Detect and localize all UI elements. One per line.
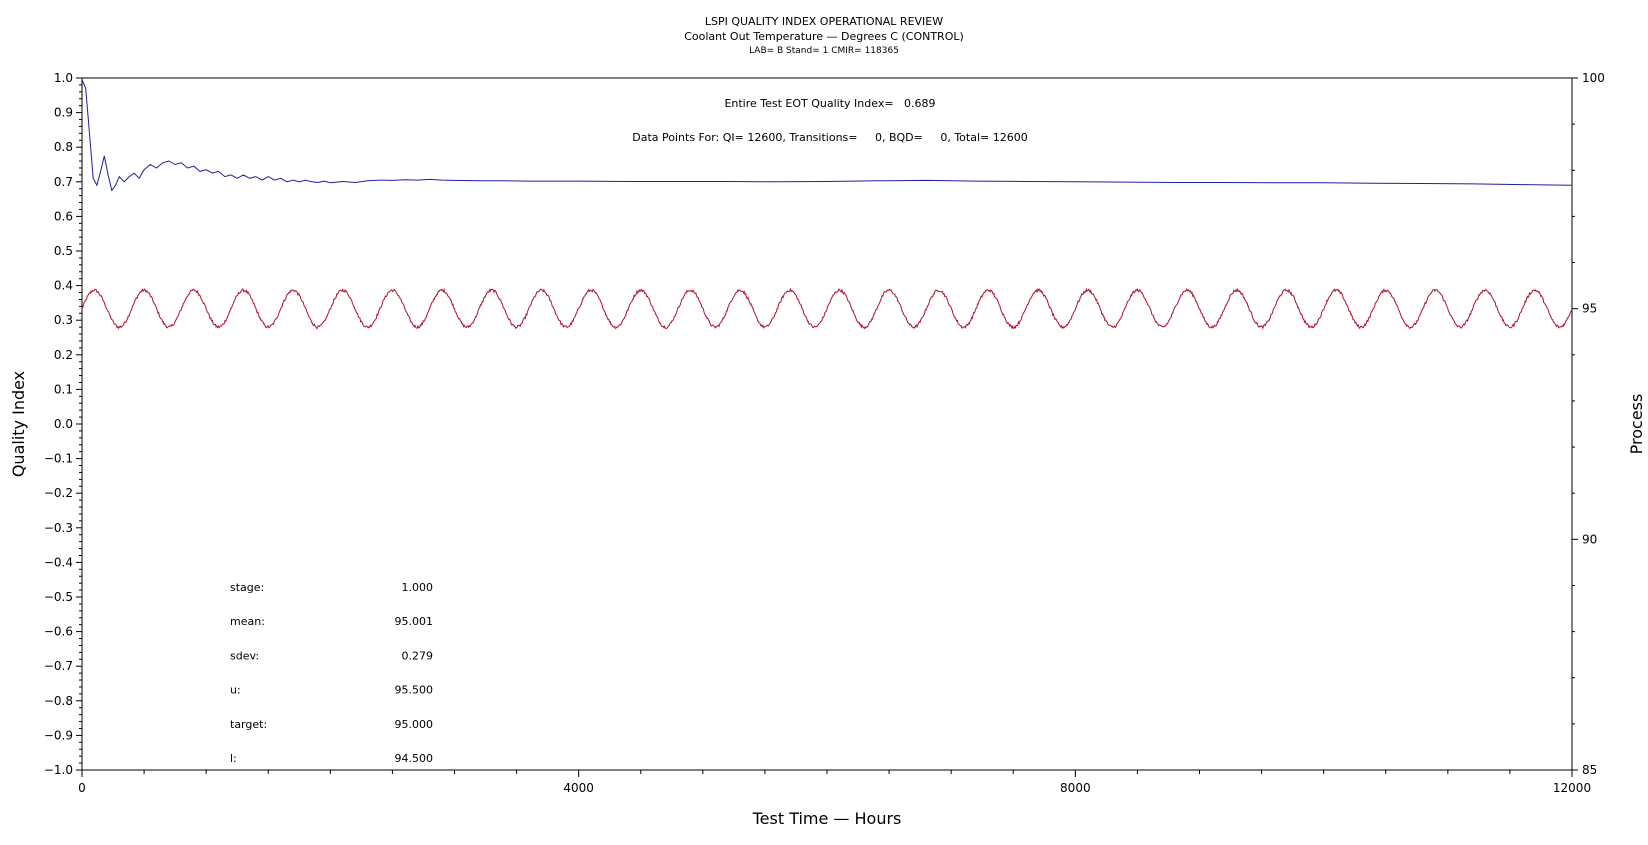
right-axis: 100 95 90 85 <box>1572 71 1605 777</box>
series-layer <box>81 79 1573 330</box>
left-tick-label: 0.5 <box>54 244 73 258</box>
x-tick-label: 12000 <box>1553 781 1591 795</box>
chart-subsubtitle: LAB= B Stand= 1 CMIR= 118365 <box>749 46 899 56</box>
x-tick-label: 4000 <box>563 781 594 795</box>
y-axis-label-right: Process <box>1627 394 1646 455</box>
chart-title: LSPI QUALITY INDEX OPERATIONAL REVIEW <box>705 15 943 28</box>
right-tick-label: 95 <box>1582 302 1597 316</box>
stats-block: stage: 1.000 mean: 95.001 sdev: 0.279 u: 95.500… <box>230 581 433 765</box>
left-tick-label: 0.6 <box>54 209 73 223</box>
left-tick-label: −0.5 <box>44 590 73 604</box>
stat-value: 0.279 <box>402 649 434 662</box>
left-tick-label: 0.4 <box>54 279 73 293</box>
bottom-axis: 0 4000 8000 12000 <box>78 770 1591 795</box>
stat-value: 1.000 <box>402 581 434 594</box>
left-tick-label: 0.7 <box>54 175 73 189</box>
left-tick-label: −0.9 <box>44 728 73 742</box>
stat-label: target: <box>230 718 267 731</box>
left-tick-label: −0.4 <box>44 555 73 569</box>
stat-label: stage: <box>230 581 264 594</box>
eot-quality-index-annotation: Entire Test EOT Quality Index= 0.689 <box>724 97 935 110</box>
left-tick-label: 0.1 <box>54 382 73 396</box>
left-tick-label: −0.7 <box>44 659 73 673</box>
left-tick-label: −0.2 <box>44 486 73 500</box>
left-tick-label: 0.3 <box>54 313 73 327</box>
stat-value: 95.000 <box>395 718 434 731</box>
stat-label: mean: <box>230 615 265 628</box>
data-points-annotation: Data Points For: QI= 12600, Transitions=… <box>632 131 1027 144</box>
left-tick-label: 0.9 <box>54 106 73 120</box>
y-axis-label-left: Quality Index <box>9 371 28 477</box>
left-tick-label: −1.0 <box>44 763 73 777</box>
process-series-line <box>81 287 1573 330</box>
left-tick-label: −0.6 <box>44 625 73 639</box>
stat-value: 95.500 <box>395 684 434 697</box>
left-tick-label: 0.0 <box>54 417 73 431</box>
left-tick-label: −0.1 <box>44 452 73 466</box>
stat-label: u: <box>230 684 241 697</box>
left-tick-label: −0.8 <box>44 694 73 708</box>
left-axis: 1.0 0.9 0.8 0.7 0.6 0.5 0.4 0.3 0.2 0.1 0.0 −0.1 −0.… <box>44 71 82 777</box>
left-tick-label: 0.2 <box>54 348 73 362</box>
chart-subtitle: Coolant Out Temperature — Degrees C (CON… <box>684 30 964 43</box>
x-tick-label: 0 <box>78 781 86 795</box>
x-tick-label: 8000 <box>1060 781 1091 795</box>
stat-value: 95.001 <box>395 615 434 628</box>
stat-label: l: <box>230 752 237 765</box>
right-tick-label: 100 <box>1582 71 1605 85</box>
quality-index-series-line <box>81 79 1573 192</box>
x-axis-label: Test Time — Hours <box>752 809 902 828</box>
left-tick-label: 1.0 <box>54 71 73 85</box>
left-tick-label: −0.3 <box>44 521 73 535</box>
stat-value: 94.500 <box>395 752 434 765</box>
stat-label: sdev: <box>230 649 259 662</box>
left-tick-label: 0.8 <box>54 140 73 154</box>
right-tick-label: 85 <box>1582 763 1597 777</box>
right-tick-label: 90 <box>1582 532 1597 546</box>
